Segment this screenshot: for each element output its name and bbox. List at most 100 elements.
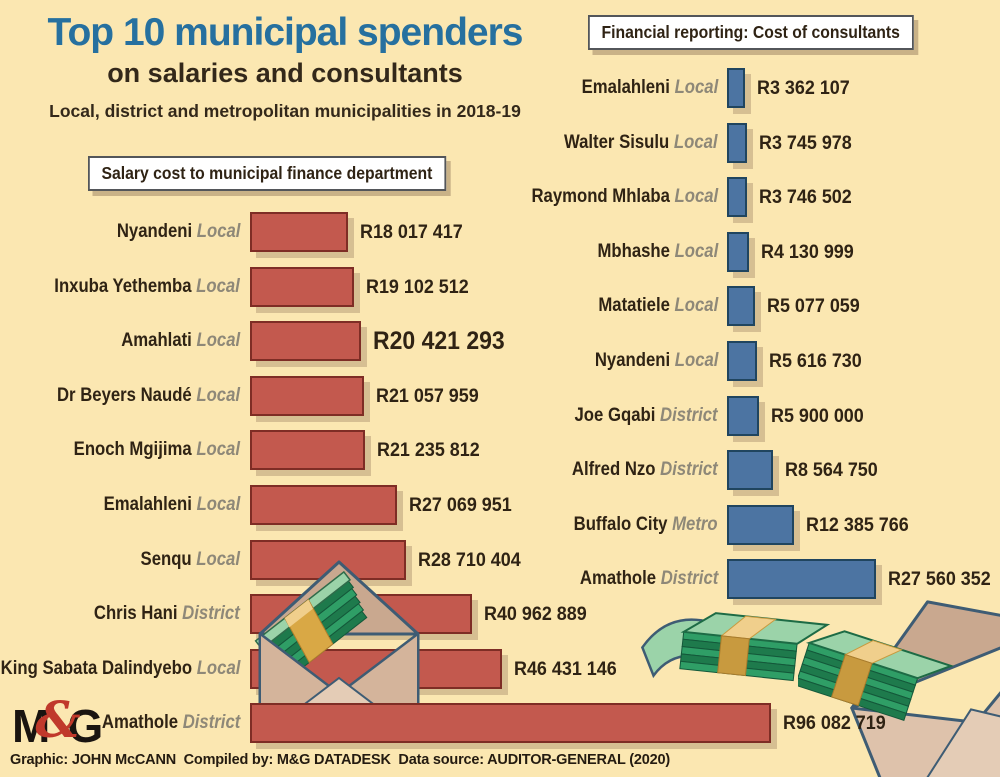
bar [727,396,759,436]
page-description: Local, district and metropolitan municip… [49,100,521,121]
mg-logo-ampersand: & [35,690,81,749]
municipality-type: Local [674,77,718,98]
value-label: R27 069 951 [409,494,512,516]
bar [727,177,747,217]
municipality-name: Joe Gqabi [574,405,661,426]
chart-row: Nyandeni Local R18 017 417 [0,205,1000,260]
bar [727,559,876,599]
municipality-name: Walter Sisulu [564,132,675,153]
cash-stack-icon [254,570,368,688]
value-label: R20 421 293 [373,327,505,355]
value-label: R4 130 999 [761,241,854,263]
mg-logo: M&G [12,695,103,752]
chart-row: Alfred Nzo District R8 564 750 [480,443,1000,498]
value-label: R21 057 959 [376,385,479,407]
municipality-type: Metro [672,514,718,535]
right-chart-title: Financial reporting: Cost of consultants [588,15,914,50]
bar [727,286,755,326]
row-label: Inxuba Yethemba Local [54,260,240,314]
chart-row: Enoch Mgijima Local R21 235 812 [0,423,1000,478]
value-label: R3 362 107 [757,77,850,99]
municipality-type: Local [196,330,240,351]
municipality-name: Nyandeni [594,350,675,371]
row-label: Emalahleni Local [581,61,718,115]
chart-row: Raymond Mhlaba Local R3 746 502 [480,170,1000,225]
municipality-name: Enoch Mgijima [73,439,197,460]
value-label: R5 077 059 [767,295,860,317]
bar [727,232,749,272]
left-chart-title: Salary cost to municipal finance departm… [88,156,446,191]
value-label: R18 017 417 [360,221,463,243]
municipality-type: Local [674,295,718,316]
row-label: Buffalo City Metro [574,498,718,552]
municipality-type: Local [196,439,240,460]
municipality-type: District [182,712,240,733]
municipality-name: Senqu [140,549,197,570]
municipality-name: Chris Hani [94,603,183,624]
municipality-name: King Sabata Dalindyebo [0,658,197,679]
bar [727,450,773,490]
row-label: Raymond Mhlaba Local [531,170,718,224]
chart-row: Joe Gqabi District R5 900 000 [480,389,1000,444]
row-label: Emalahleni Local [103,478,240,532]
chart-row: Mbhashe Local R4 130 999 [480,225,1000,280]
consultants-cost-bar-chart: Emalahleni Local R3 362 107 Walter Sisulu … [480,61,1000,611]
value-label: R5 616 730 [769,350,862,372]
value-label: R28 710 404 [418,549,521,571]
bar [727,123,747,163]
row-label: Dr Beyers Naudé Local [57,369,240,423]
municipality-name: Inxuba Yethemba [54,276,197,297]
municipality-type: District [660,405,718,426]
salary-cost-bar-chart: Nyandeni Local R18 017 417 Inxuba Yethemba… [0,205,1000,755]
bar [727,341,757,381]
bar [250,540,406,580]
municipality-type: Local [196,549,240,570]
row-label: Matatiele Local [598,279,718,333]
bar [250,376,364,416]
municipality-type: Local [196,276,240,297]
chart-row: Inxuba Yethemba Local R19 102 512 [0,260,1000,315]
value-label: R8 564 750 [785,459,878,481]
value-label: R19 102 512 [366,276,469,298]
bar [727,505,794,545]
chart-row: Walter Sisulu Local R3 745 978 [480,116,1000,171]
cash-stack-icon [794,630,955,722]
mg-logo-g: G [67,700,103,752]
header: Top 10 municipal spenders on salaries an… [10,11,560,122]
credits-line: Graphic: JOHN McCANN Compiled by: M&G DA… [10,752,670,768]
municipality-name: Alfred Nzo [572,459,661,480]
municipality-name: Amathole [101,712,183,733]
municipality-type: Local [674,241,718,262]
row-label: Walter Sisulu Local [564,116,718,170]
municipality-name: Nyandeni [116,221,197,242]
value-label: R3 746 502 [759,186,852,208]
page-subtitle: on salaries and consultants [107,57,463,88]
value-label: R27 560 352 [888,568,991,590]
row-label: Chris Hani District [94,587,240,641]
municipality-type: Local [196,221,240,242]
row-label: Amathole District [102,696,240,750]
municipality-name: Mbhashe [597,241,675,262]
row-label: Mbhashe Local [597,225,718,279]
bar [250,267,354,307]
municipality-type: Local [674,132,718,153]
chart-row: Matatiele Local R5 077 059 [480,279,1000,334]
municipality-type: District [660,568,718,589]
row-label: Joe Gqabi District [575,389,718,443]
row-label: King Sabata Dalindyebo Local [0,642,240,696]
value-label: R96 082 719 [783,712,886,734]
row-label: Alfred Nzo District [572,443,718,497]
value-label: R3 745 978 [759,132,852,154]
municipality-name: Amahlati [121,330,197,351]
value-label: R21 235 812 [377,439,480,461]
municipality-type: District [660,459,718,480]
municipality-name: Dr Beyers Naudé [56,385,197,406]
row-label: Amathole District [580,552,718,606]
cash-stack-a-illustration [628,600,833,700]
chart-row: Emalahleni Local R27 069 951 [0,478,1000,533]
bar [727,68,745,108]
bar [250,703,771,743]
value-label: R5 900 000 [771,405,864,427]
value-label: R46 431 146 [514,658,617,680]
